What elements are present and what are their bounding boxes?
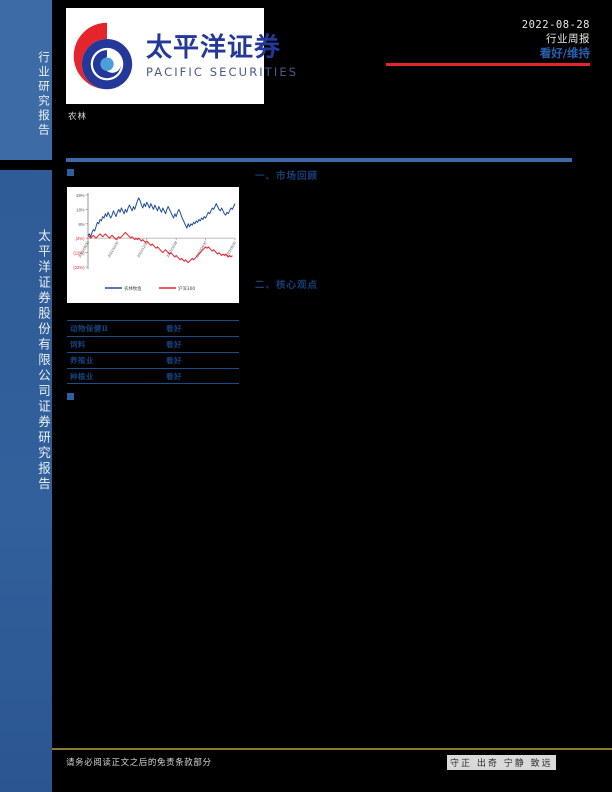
- chart-series-农林牧渔: [87, 197, 236, 238]
- y-tick-label: 8%: [78, 222, 84, 227]
- left-sidebar: 行业研究报告 太平洋证券股份有限公司证券研究报告: [0, 0, 52, 792]
- rating-badge: 看好/维持: [539, 46, 590, 60]
- header-meta: 2022-08-28 行业周报 看好/维持: [350, 18, 590, 66]
- logo-wordmark: 太平洋证券 PACIFIC SECURITIES: [146, 33, 298, 79]
- sub-sector-rating: 看好: [166, 356, 182, 365]
- chart-canvas: 28%18%8%(2%)(12%)(22%)2021/08/30 2021/10/…: [67, 187, 239, 303]
- y-tick-label: 28%: [76, 193, 85, 198]
- logo-text-cn: 太平洋证券: [146, 33, 282, 63]
- document-page: 太平洋证券 PACIFIC SECURITIES 2022-08-28 行业周报…: [52, 0, 612, 792]
- sub-sector-rating: 看好: [166, 340, 182, 349]
- rating-underline: [386, 63, 590, 66]
- pacific-logo-mark-icon: [70, 19, 144, 93]
- legend-label-农林牧渔: 农林牧渔: [124, 285, 142, 292]
- sub-sector-name: 动物保健Ⅱ: [70, 324, 109, 333]
- heading-core-view: 二、核心观点: [255, 280, 319, 291]
- sector-label: 农林: [68, 112, 88, 122]
- footer-divider: [52, 748, 612, 750]
- table-row: 养殖业 看好: [67, 352, 239, 368]
- heading-market-review: 一、市场回顾: [255, 171, 319, 182]
- section-bullet-icon: [67, 169, 74, 176]
- report-date: 2022-08-28: [521, 19, 590, 31]
- header-divider: [66, 158, 572, 162]
- sidebar-title-industry-research: 行业研究报告: [37, 50, 51, 138]
- table-row: 种植业 看好: [67, 368, 239, 384]
- table-row: 动物保健Ⅱ 看好: [67, 320, 239, 336]
- chart-series-沪深300: [87, 231, 233, 264]
- sub-sector-rating: 看好: [166, 324, 182, 333]
- sidebar-band-bottom: [0, 170, 52, 792]
- legend-label-沪深300: 沪深300: [178, 285, 195, 292]
- table-row: 饲料 看好: [67, 336, 239, 352]
- sub-sector-name: 饲料: [70, 340, 86, 349]
- sub-sector-rating-table: 动物保健Ⅱ 看好 饲料 看好 养殖业 看好 种植业 看好: [67, 320, 239, 384]
- y-tick-label: (22%): [73, 265, 85, 270]
- sub-sector-rating: 看好: [166, 371, 182, 381]
- report-type: 行业周报: [546, 33, 590, 45]
- sub-sector-name: 种植业: [70, 371, 94, 381]
- sidebar-title-company-research: 太平洋证券股份有限公司证券研究报告: [36, 229, 51, 493]
- sub-sector-name: 养殖业: [70, 356, 94, 365]
- y-tick-label: 18%: [76, 207, 85, 212]
- y-tick-label: (12%): [73, 251, 85, 256]
- footer-disclaimer: 请务必阅读正文之后的免责条款部分: [66, 758, 212, 768]
- pacific-securities-logo: 太平洋证券 PACIFIC SECURITIES: [66, 8, 296, 104]
- y-tick-label: (2%): [76, 236, 85, 241]
- section-bullet-icon: [67, 393, 74, 400]
- performance-line-chart: 28% 18% 8% (2%) (12%) (22%) 2021/08/30 2021/10/…: [67, 187, 239, 303]
- logo-text-en: PACIFIC SECURITIES: [146, 65, 299, 79]
- footer-slogan: 守正 出奇 宁静 致远: [447, 755, 556, 770]
- sidebar-band-top: [0, 0, 52, 160]
